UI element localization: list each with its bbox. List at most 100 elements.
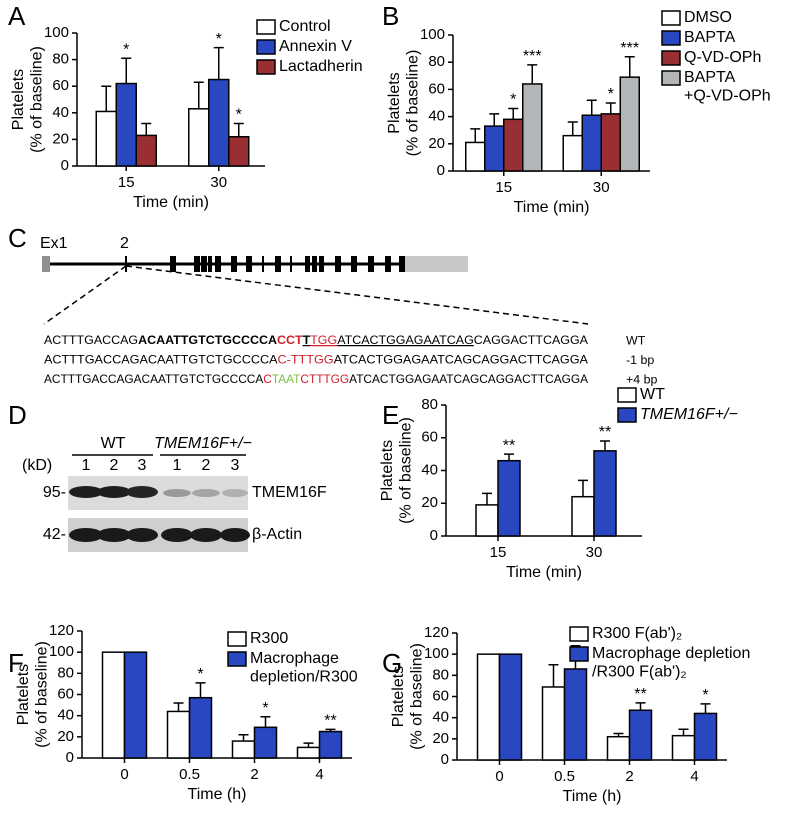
exon-label: 2 <box>120 235 129 252</box>
y-axis-label-group: Platelets(% of baseline) <box>390 643 425 750</box>
legend-label: R300 <box>250 630 288 647</box>
panel-letter: B <box>382 1 399 31</box>
text-line: Platelets <box>379 440 396 501</box>
western-blot-image <box>68 454 250 552</box>
significance-label: * <box>608 86 614 103</box>
legend-swatch <box>661 70 681 86</box>
bar <box>581 114 602 172</box>
y-tick-label: 120 <box>424 624 449 641</box>
x-tick-label: 15 <box>118 174 135 191</box>
y-axis-label-group: Platelets(% of baseline) <box>379 417 414 524</box>
panel-letter: A <box>8 1 26 31</box>
bar <box>208 78 230 167</box>
y-tick-label: 60 <box>428 80 445 97</box>
significance-label: ** <box>599 424 611 441</box>
lane-label: 2 <box>202 457 211 474</box>
error-bar <box>213 46 224 80</box>
lane-label: 1 <box>82 457 91 474</box>
bar <box>188 696 213 759</box>
x-tick-label: 2 <box>625 768 633 785</box>
sequence-segment: C <box>263 372 272 386</box>
bar <box>135 134 157 167</box>
sequence-label: -1 bp <box>626 353 654 367</box>
text-line: Macrophage <box>250 650 339 667</box>
protein-label: β-Actin <box>252 526 302 543</box>
y-axis-label: Platelets(% of baseline) <box>10 46 45 153</box>
significance-label: * <box>216 31 222 48</box>
bar <box>231 740 256 759</box>
panel-letter: F <box>8 648 24 678</box>
error-bar <box>527 64 538 84</box>
legend-label: BAPTA +Q-VD-OPh <box>684 69 771 104</box>
significance-label: ** <box>324 713 336 730</box>
y-axis-label: Platelets(% of baseline) <box>379 417 414 524</box>
x-axis-label: Time (h) <box>563 788 622 805</box>
sequence-segment: CCT <box>277 333 303 347</box>
legend-label: Macrophage depletion/R300 F(ab')₂ <box>592 645 750 680</box>
sequence: ACTTTGACCAGACAATTGTCTGCCCCACCTTTGGATCACT… <box>44 333 589 347</box>
legend-swatch <box>227 651 247 667</box>
group-label: WT <box>101 435 126 452</box>
y-tick-label: 60 <box>52 77 69 94</box>
y-tick-label: 0 <box>437 162 445 179</box>
lane-label: 3 <box>138 457 147 474</box>
legend-swatch <box>569 646 589 662</box>
y-tick-label: 100 <box>424 645 449 662</box>
error-bar <box>470 128 481 143</box>
chart-panel: 0 20 40 60 80 100 15 * 30 * * Time (min) Platelets(%… <box>10 18 362 211</box>
bar <box>296 746 321 759</box>
sequence-segment: TGG <box>310 333 337 347</box>
panel-letter: G <box>382 648 402 678</box>
bar <box>606 735 631 761</box>
y-tick-label: 0 <box>66 749 74 766</box>
error-bar <box>504 453 514 461</box>
legend-label: Annexin V <box>279 38 352 55</box>
text-line: Macrophage depletion <box>592 645 750 662</box>
error-bar <box>193 81 204 109</box>
bar <box>484 125 505 172</box>
text-line: (% of baseline) <box>29 46 46 153</box>
y-tick-label: 80 <box>432 666 449 683</box>
text-line: (% of baseline) <box>398 417 415 524</box>
panel-letter: E <box>382 400 399 430</box>
bar <box>476 653 501 761</box>
text-line: Platelets <box>386 72 403 133</box>
exon <box>42 256 50 272</box>
panel-letter: D <box>8 400 27 430</box>
legend-label: WT <box>640 386 665 403</box>
y-tick-label: 40 <box>428 108 445 125</box>
x-axis-label: Time (h) <box>188 786 247 803</box>
text-line: (% of baseline) <box>34 641 51 748</box>
bar <box>123 651 148 759</box>
y-tick-label: 80 <box>52 51 69 68</box>
bar <box>593 450 617 537</box>
sequence: ACTTTGACCAGACAATTGTCTGCCCCA C-TTTGGATCACT… <box>44 353 589 367</box>
significance-label: * <box>236 107 242 124</box>
text-line: (% of baseline) <box>405 50 422 157</box>
legend-label: R300 F(ab')₂ <box>592 625 682 642</box>
zoom-line <box>43 265 127 325</box>
y-axis-label-group: Platelets(% of baseline) <box>386 50 421 157</box>
text-line: Platelets <box>15 664 32 725</box>
x-tick-label: 30 <box>586 544 603 561</box>
error-bar <box>141 122 152 136</box>
y-tick-label: 100 <box>49 643 74 660</box>
bar <box>101 651 126 759</box>
x-tick-label: 0.5 <box>554 768 575 785</box>
y-tick-label: 40 <box>421 461 438 478</box>
protein-label: TMEM16F <box>252 484 327 501</box>
bar <box>619 76 640 172</box>
x-tick-label: 30 <box>210 174 227 191</box>
bar <box>563 668 588 761</box>
y-axis-label: Platelets(% of baseline) <box>15 641 50 748</box>
y-tick-label: 80 <box>421 396 438 413</box>
y-tick-label: 20 <box>57 728 74 745</box>
legend-swatch <box>661 10 681 26</box>
y-tick-label: 80 <box>428 53 445 70</box>
x-tick-label: 30 <box>593 179 610 196</box>
significance-label: ** <box>634 686 646 703</box>
lane-label: 2 <box>110 457 119 474</box>
x-axis-label: Time (min) <box>514 199 590 216</box>
